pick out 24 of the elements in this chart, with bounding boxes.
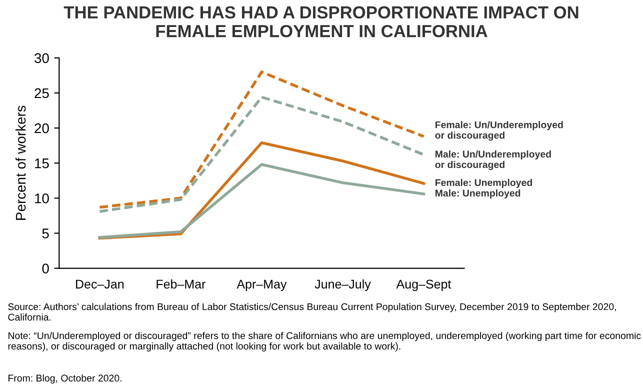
series-label: Male: Unemployed	[436, 189, 520, 198]
x-tick-label: June–July	[314, 279, 371, 292]
x-tick-label: Feb–Mar	[156, 279, 206, 289]
y-tick-label: 15	[35, 158, 49, 168]
series-label: Male: Un/Underemployed or discouraged	[435, 150, 551, 170]
series-label: Female: Un/Underemployed or discouraged	[435, 121, 563, 141]
text: Note: “Un/Underemployed or discouraged” refers to the share of Californians who are unemployed, underemployed (working part time for economic reasons), or discouraged or marginally attached (not looking for work but available to work).	[8, 332, 641, 352]
y-tick-label: 5	[42, 228, 49, 238]
x-tick-label: Apr–May	[236, 280, 287, 292]
line-series	[98, 70, 426, 209]
y-tick-label: 0	[42, 264, 49, 274]
x-tick-label: Aug–Sept	[396, 280, 452, 292]
source-note: Source: Authors’ calculations from Bureau of Labor Statistics/Census Bureau Current Population Survey, December 2019 to September 2020, California.	[8, 303, 616, 321]
y-tick-label: 30	[34, 53, 49, 64]
line-series	[98, 163, 426, 239]
chart-title: THE PANDEMIC HAS HAD A DISPROPORTIONATE IMPACT ON FEMALE EMPLOYMENT IN CALIFORNIA	[64, 6, 578, 38]
y-tick-label: 25	[34, 88, 49, 98]
text: From: Blog, October 2020.	[8, 374, 122, 384]
line-series	[98, 96, 426, 213]
y-tick-label: 20	[34, 123, 49, 134]
series-label: Female: Unemployed	[436, 178, 532, 188]
y-tick-label: 10	[35, 193, 49, 204]
x-tick-label: Dec–Jan	[76, 280, 124, 289]
y-axis-title: Percent of workers	[15, 106, 26, 220]
